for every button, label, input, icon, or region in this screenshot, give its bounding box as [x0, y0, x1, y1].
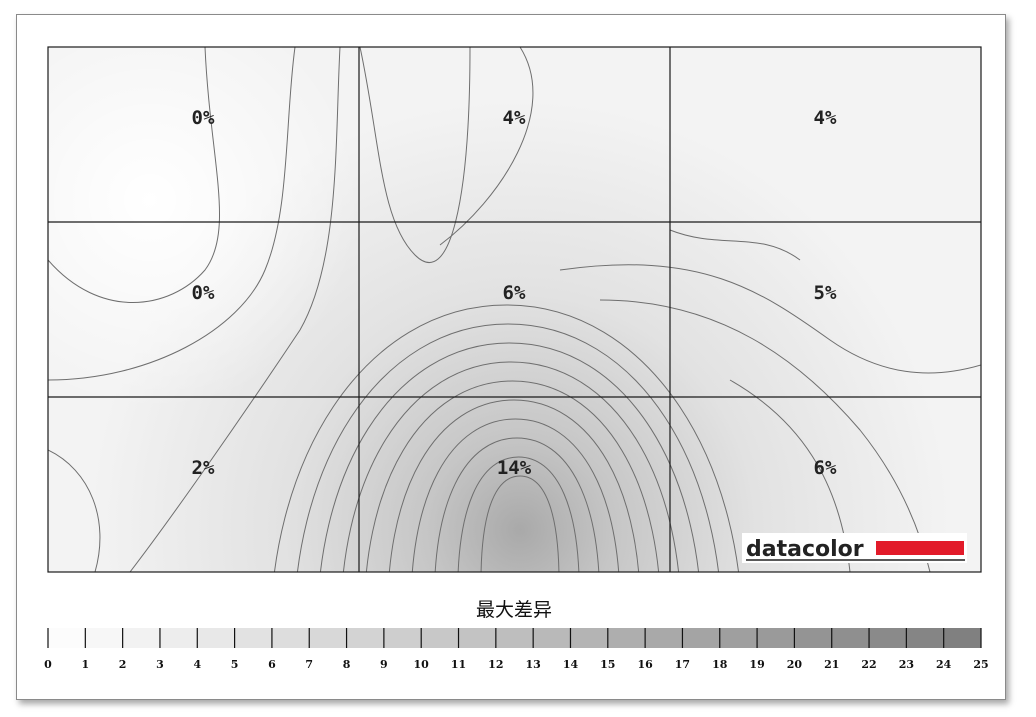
heatmap-cool-region	[48, 47, 981, 572]
contour-hotspot-0	[480, 475, 560, 572]
contour-hotspot-8	[297, 323, 719, 572]
legend-tick-label-4: 4	[193, 658, 201, 671]
legend-tick-label-20: 20	[787, 658, 803, 671]
plot-border	[47, 46, 982, 573]
legend-tick-label-6: 6	[268, 658, 276, 671]
legend-swatch-24	[943, 628, 982, 648]
legend-swatch-11	[458, 628, 497, 648]
contour-line-6	[669, 229, 801, 261]
legend-swatch-16	[645, 628, 683, 648]
legend-tick-label-0: 0	[44, 658, 52, 671]
legend-tick-label-11: 11	[451, 658, 466, 671]
legend-swatch-21	[831, 628, 870, 648]
legend-swatch-7	[309, 628, 348, 648]
legend-tick-label-17: 17	[675, 658, 690, 671]
cell-label-r2c1: 14%	[497, 457, 532, 479]
legend-tick-label-12: 12	[488, 658, 503, 671]
legend-tick-label-18: 18	[712, 658, 728, 671]
contour-line-7	[559, 264, 981, 374]
legend-swatch-4	[197, 628, 236, 648]
legend-swatch-14	[570, 628, 609, 648]
contour-line-1	[48, 47, 296, 381]
legend-tick-label-2: 2	[119, 658, 127, 671]
contour-hotspot-5	[365, 380, 660, 572]
legend-swatch-18	[719, 628, 758, 648]
cell-label-r1c1: 6%	[503, 282, 526, 304]
legend-swatch-10	[421, 628, 460, 648]
legend-tick-label-8: 8	[343, 658, 351, 671]
contour-hotspot-7	[320, 342, 699, 572]
grid-lines	[47, 46, 982, 573]
legend-swatch-15	[607, 628, 646, 648]
legend-swatch-19	[757, 628, 795, 648]
legend-swatch-17	[682, 628, 721, 648]
contour-hotspot-9	[274, 304, 739, 572]
legend-swatch-9	[383, 628, 422, 648]
cell-label-r1c0: 0%	[192, 282, 215, 304]
contour-hotspot-1	[457, 456, 580, 572]
legend-tick-label-14: 14	[563, 658, 579, 671]
legend-tick-label-9: 9	[380, 658, 388, 671]
contour-hotspot-6	[342, 361, 680, 572]
legend-tick-label-1: 1	[81, 658, 89, 671]
contour-line-8	[599, 299, 931, 572]
heatmap-area	[48, 47, 981, 572]
cell-label-r0c2: 4%	[814, 107, 837, 129]
contour-line-4	[359, 47, 471, 263]
legend-tick-label-3: 3	[156, 658, 164, 671]
cell-label-r2c2: 6%	[814, 457, 837, 479]
legend-swatch-3	[159, 628, 198, 648]
legend-swatch-23	[906, 628, 945, 648]
legend-swatch-22	[869, 628, 907, 648]
cell-label-r1c2: 5%	[814, 282, 837, 304]
datacolor-logo: datacolor	[742, 533, 967, 563]
legend-tick-label-5: 5	[231, 658, 239, 671]
logo-text: datacolor	[746, 537, 864, 562]
legend-swatch-20	[794, 628, 833, 648]
legend-swatch-0	[48, 628, 86, 648]
legend-swatch-12	[495, 628, 534, 648]
legend-tick-label-25: 25	[973, 658, 988, 671]
legend-tick-label-7: 7	[305, 658, 313, 671]
legend-swatch-8	[346, 628, 385, 648]
contour-hotspot-2	[434, 437, 600, 572]
legend-tick-label-22: 22	[861, 658, 876, 671]
cell-label-r0c1: 4%	[503, 107, 526, 129]
contour-line-2	[129, 47, 341, 572]
legend-title: 最大差异	[476, 599, 552, 621]
legend-swatch-6	[271, 628, 310, 648]
contour-line-0	[48, 47, 221, 303]
contour-line-5	[439, 47, 534, 246]
legend-swatch-1	[85, 628, 124, 648]
legend-swatch-2	[122, 628, 161, 648]
legend-tick-label-16: 16	[637, 658, 653, 671]
cell-label-r0c0: 0%	[192, 107, 215, 129]
legend-tick-label-19: 19	[749, 658, 764, 671]
contour-lines	[48, 47, 981, 572]
legend-tick-label-10: 10	[414, 658, 430, 671]
legend-tick-label-24: 24	[936, 658, 952, 671]
cell-labels: 0% 4% 4% 0% 6% 5% 2% 14% 6%	[192, 107, 837, 479]
legend-swatch-13	[533, 628, 571, 648]
contour-hotspot-3	[411, 418, 620, 572]
legend-tick-label-21: 21	[824, 658, 839, 671]
logo-red-bar	[876, 541, 964, 555]
legend-tick-label-13: 13	[526, 658, 541, 671]
cell-label-r2c0: 2%	[192, 457, 215, 479]
color-scale-legend: 0 1 2 3 4 5 6 7 8 9 10 11 12 13 14 15 16 17 18 19 20 21 22 23 24…	[44, 628, 989, 671]
legend-swatch-5	[234, 628, 273, 648]
legend-tick-label-23: 23	[899, 658, 914, 671]
legend-tick-label-15: 15	[600, 658, 615, 671]
contour-hotspot-4	[388, 399, 640, 572]
contour-line-3	[48, 449, 101, 572]
